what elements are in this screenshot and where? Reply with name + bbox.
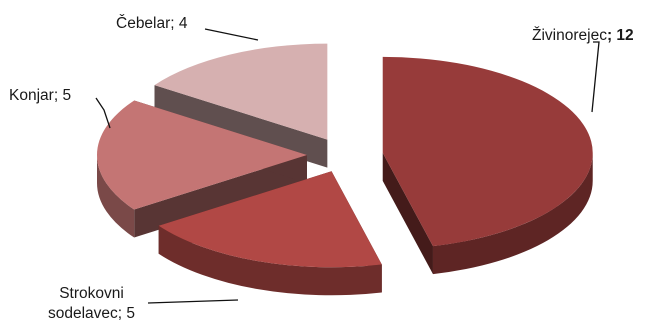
data-label-cebelar-name: Čebelar xyxy=(116,15,171,32)
slice-zivinorejec-side xyxy=(432,152,593,275)
data-label-zivinorejec-value: 12 xyxy=(616,27,634,44)
slice-zivinorejec xyxy=(382,56,593,275)
slice-strokovni-sodelavec-top xyxy=(158,171,382,268)
slice-strokovni-sodelavec-side xyxy=(158,225,382,296)
slice-cebelar xyxy=(154,43,328,168)
slice-zivinorejec-wall-1 xyxy=(382,152,433,275)
slice-zivinorejec-top xyxy=(382,56,593,247)
slice-konjar xyxy=(96,100,308,238)
slice-konjar-wall-0 xyxy=(134,155,307,238)
leader-line-zivinorejec xyxy=(591,41,600,113)
data-label-konjar-value: 5 xyxy=(62,87,72,104)
data-label-strokovni-line1: Strokovni xyxy=(59,285,124,302)
slice-konjar-side xyxy=(97,155,135,238)
leader-line-konjar xyxy=(95,97,111,129)
leader-line-cebelar xyxy=(204,28,259,41)
data-label-strokovni-sodelavec: Strokovni sodelavec; 5 xyxy=(48,284,135,324)
data-label-zivinorejec: Živinorejec; 12 xyxy=(532,27,634,44)
data-label-cebelar: Čebelar; 4 xyxy=(116,15,188,32)
data-label-strokovni-line2: sodelavec; 5 xyxy=(48,305,136,322)
slice-konjar-top xyxy=(96,100,308,210)
slice-cebelar-wall-0 xyxy=(154,85,328,168)
leader-line-strokovni xyxy=(147,299,239,304)
data-label-cebelar-value: 4 xyxy=(178,15,188,32)
slice-cebelar-top xyxy=(154,43,328,140)
data-label-konjar: Konjar; 5 xyxy=(9,87,72,104)
data-label-konjar-name: Konjar xyxy=(9,87,54,104)
data-label-zivinorejec-name: Živinorejec xyxy=(532,27,607,44)
slice-strokovni-sodelavec xyxy=(158,171,382,296)
